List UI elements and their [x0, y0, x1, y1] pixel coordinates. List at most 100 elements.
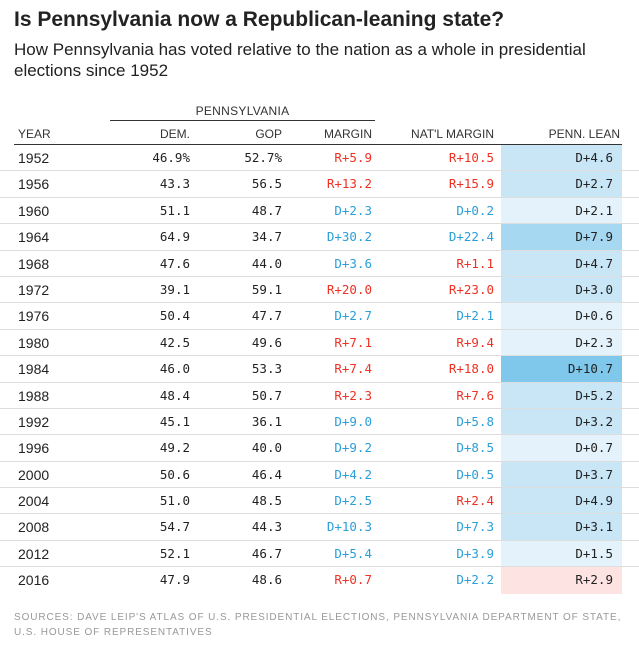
year-cell: 2004 — [18, 493, 50, 510]
gop-share-cell: 59.1 — [251, 281, 282, 297]
dem-share-cell: 52.1 — [159, 545, 190, 561]
national-margin-cell: R+15.9 — [448, 176, 494, 192]
national-margin-cell: D+5.8 — [456, 413, 494, 429]
penn-lean-cell: D+1.5 — [501, 540, 622, 567]
national-margin-cell: D+22.4 — [448, 229, 494, 245]
table-row: 1956 43.3 56.5 R+13.2 R+15.9 D+2.7 — [0, 171, 639, 198]
pennsylvania-group-label: PENNSYLVANIA — [195, 104, 290, 118]
table-row: 2000 50.6 46.4 D+4.2 D+0.5 D+3.7 — [0, 461, 639, 489]
year-cell: 1992 — [18, 413, 50, 430]
table-row: 1960 51.1 48.7 D+2.3 D+0.2 D+2.1 — [0, 197, 639, 225]
gop-share-cell: 53.3 — [251, 361, 282, 377]
dem-share-cell: 64.9 — [159, 229, 190, 245]
dem-share-cell: 46.0 — [159, 361, 190, 377]
dem-share-cell: 43.3 — [159, 176, 190, 192]
table-row: 1996 49.2 40.0 D+9.2 D+8.5 D+0.7 — [0, 435, 639, 462]
gop-share-cell: 44.3 — [251, 519, 282, 535]
table-row: 1980 42.5 49.6 R+7.1 R+9.4 D+2.3 — [0, 329, 639, 357]
national-margin-cell: R+10.5 — [448, 150, 494, 165]
national-margin-cell: R+2.4 — [456, 493, 494, 509]
dem-share-cell: 39.1 — [159, 281, 190, 297]
gop-share-cell: 48.6 — [251, 572, 282, 588]
pa-margin-cell: D+2.5 — [334, 493, 372, 509]
column-header-year: YEAR — [18, 127, 51, 141]
gop-share-cell: 34.7 — [251, 229, 282, 245]
pa-margin-cell: D+10.3 — [326, 519, 372, 535]
gop-share-cell: 46.7 — [251, 545, 282, 561]
gop-share-cell: 40.0 — [251, 440, 282, 456]
year-cell: 1988 — [18, 387, 50, 404]
gop-share-cell: 50.7 — [251, 387, 282, 403]
year-cell: 1952 — [18, 150, 50, 166]
national-margin-cell: R+23.0 — [448, 281, 494, 297]
gop-share-cell: 48.5 — [251, 493, 282, 509]
penn-lean-cell: D+0.6 — [501, 303, 622, 329]
pa-margin-cell: R+13.2 — [326, 176, 372, 192]
dem-share-cell: 48.4 — [159, 387, 190, 403]
table-row: 2012 52.1 46.7 D+5.4 D+3.9 D+1.5 — [0, 540, 639, 568]
pa-margin-cell: R+7.1 — [334, 334, 372, 350]
gop-share-cell: 56.5 — [251, 176, 282, 192]
pa-margin-cell: D+2.3 — [334, 202, 372, 218]
table-row: 1952 46.9% 52.7% R+5.9 R+10.5 D+4.6 — [0, 145, 639, 172]
table-row: 1968 47.6 44.0 D+3.6 R+1.1 D+4.7 — [0, 250, 639, 277]
table-row: 2004 51.0 48.5 D+2.5 R+2.4 D+4.9 — [0, 488, 639, 515]
penn-lean-cell: D+3.2 — [501, 408, 622, 435]
header-divider — [14, 144, 622, 145]
penn-lean-cell: D+4.7 — [501, 250, 622, 276]
gop-share-cell: 48.7 — [251, 202, 282, 218]
national-margin-cell: R+9.4 — [456, 334, 494, 350]
year-cell: 1972 — [18, 281, 50, 298]
year-cell: 1964 — [18, 229, 50, 246]
column-header-margin: MARGIN — [324, 127, 372, 141]
pa-margin-cell: R+20.0 — [326, 281, 372, 297]
year-cell: 2016 — [18, 572, 50, 589]
dem-share-cell: 54.7 — [159, 519, 190, 535]
pa-margin-cell: D+3.6 — [334, 255, 372, 271]
year-cell: 1976 — [18, 308, 50, 325]
penn-lean-cell: D+3.7 — [501, 461, 622, 488]
gop-share-cell: 44.0 — [251, 255, 282, 271]
pa-margin-cell: R+0.7 — [334, 572, 372, 588]
penn-lean-cell: D+2.1 — [501, 197, 622, 224]
gop-share-cell: 47.7 — [251, 308, 282, 324]
gop-share-cell: 46.4 — [251, 466, 282, 482]
pa-margin-cell: D+9.2 — [334, 440, 372, 456]
national-margin-cell: D+0.2 — [456, 202, 494, 218]
table-row: 2008 54.7 44.3 D+10.3 D+7.3 D+3.1 — [0, 514, 639, 541]
year-cell: 1968 — [18, 255, 50, 272]
national-margin-cell: R+18.0 — [448, 361, 494, 377]
year-cell: 1984 — [18, 361, 50, 378]
dem-share-cell: 45.1 — [159, 413, 190, 429]
dem-share-cell: 47.9 — [159, 572, 190, 588]
table-row: 1972 39.1 59.1 R+20.0 R+23.0 D+3.0 — [0, 276, 639, 304]
dem-share-cell: 51.1 — [159, 202, 190, 218]
national-margin-cell: D+3.9 — [456, 545, 494, 561]
penn-lean-cell: D+4.6 — [501, 145, 622, 171]
gop-share-cell: 52.7% — [244, 150, 282, 165]
gop-share-cell: 36.1 — [251, 413, 282, 429]
dem-share-cell: 50.4 — [159, 308, 190, 324]
penn-lean-cell: D+10.7 — [501, 356, 622, 382]
penn-lean-cell: D+7.9 — [501, 224, 622, 250]
penn-lean-cell: D+4.9 — [501, 488, 622, 514]
dem-share-cell: 47.6 — [159, 255, 190, 271]
national-margin-cell: D+2.1 — [456, 308, 494, 324]
year-cell: 2012 — [18, 545, 50, 562]
pa-margin-cell: D+5.4 — [334, 545, 372, 561]
table-row: 1992 45.1 36.1 D+9.0 D+5.8 D+3.2 — [0, 408, 639, 436]
pa-margin-cell: D+2.7 — [334, 308, 372, 324]
national-margin-cell: R+1.1 — [456, 255, 494, 271]
table-row: 1988 48.4 50.7 R+2.3 R+7.6 D+5.2 — [0, 382, 639, 409]
dem-share-cell: 50.6 — [159, 466, 190, 482]
year-cell: 2008 — [18, 519, 50, 536]
column-header-dem: DEM. — [160, 127, 190, 141]
year-cell: 1996 — [18, 440, 50, 457]
dem-share-cell: 49.2 — [159, 440, 190, 456]
gop-share-cell: 49.6 — [251, 334, 282, 350]
dem-share-cell: 46.9% — [152, 150, 190, 165]
national-margin-cell: R+7.6 — [456, 387, 494, 403]
national-margin-cell: D+2.2 — [456, 572, 494, 588]
year-cell: 2000 — [18, 466, 50, 483]
pa-margin-cell: R+7.4 — [334, 361, 372, 377]
